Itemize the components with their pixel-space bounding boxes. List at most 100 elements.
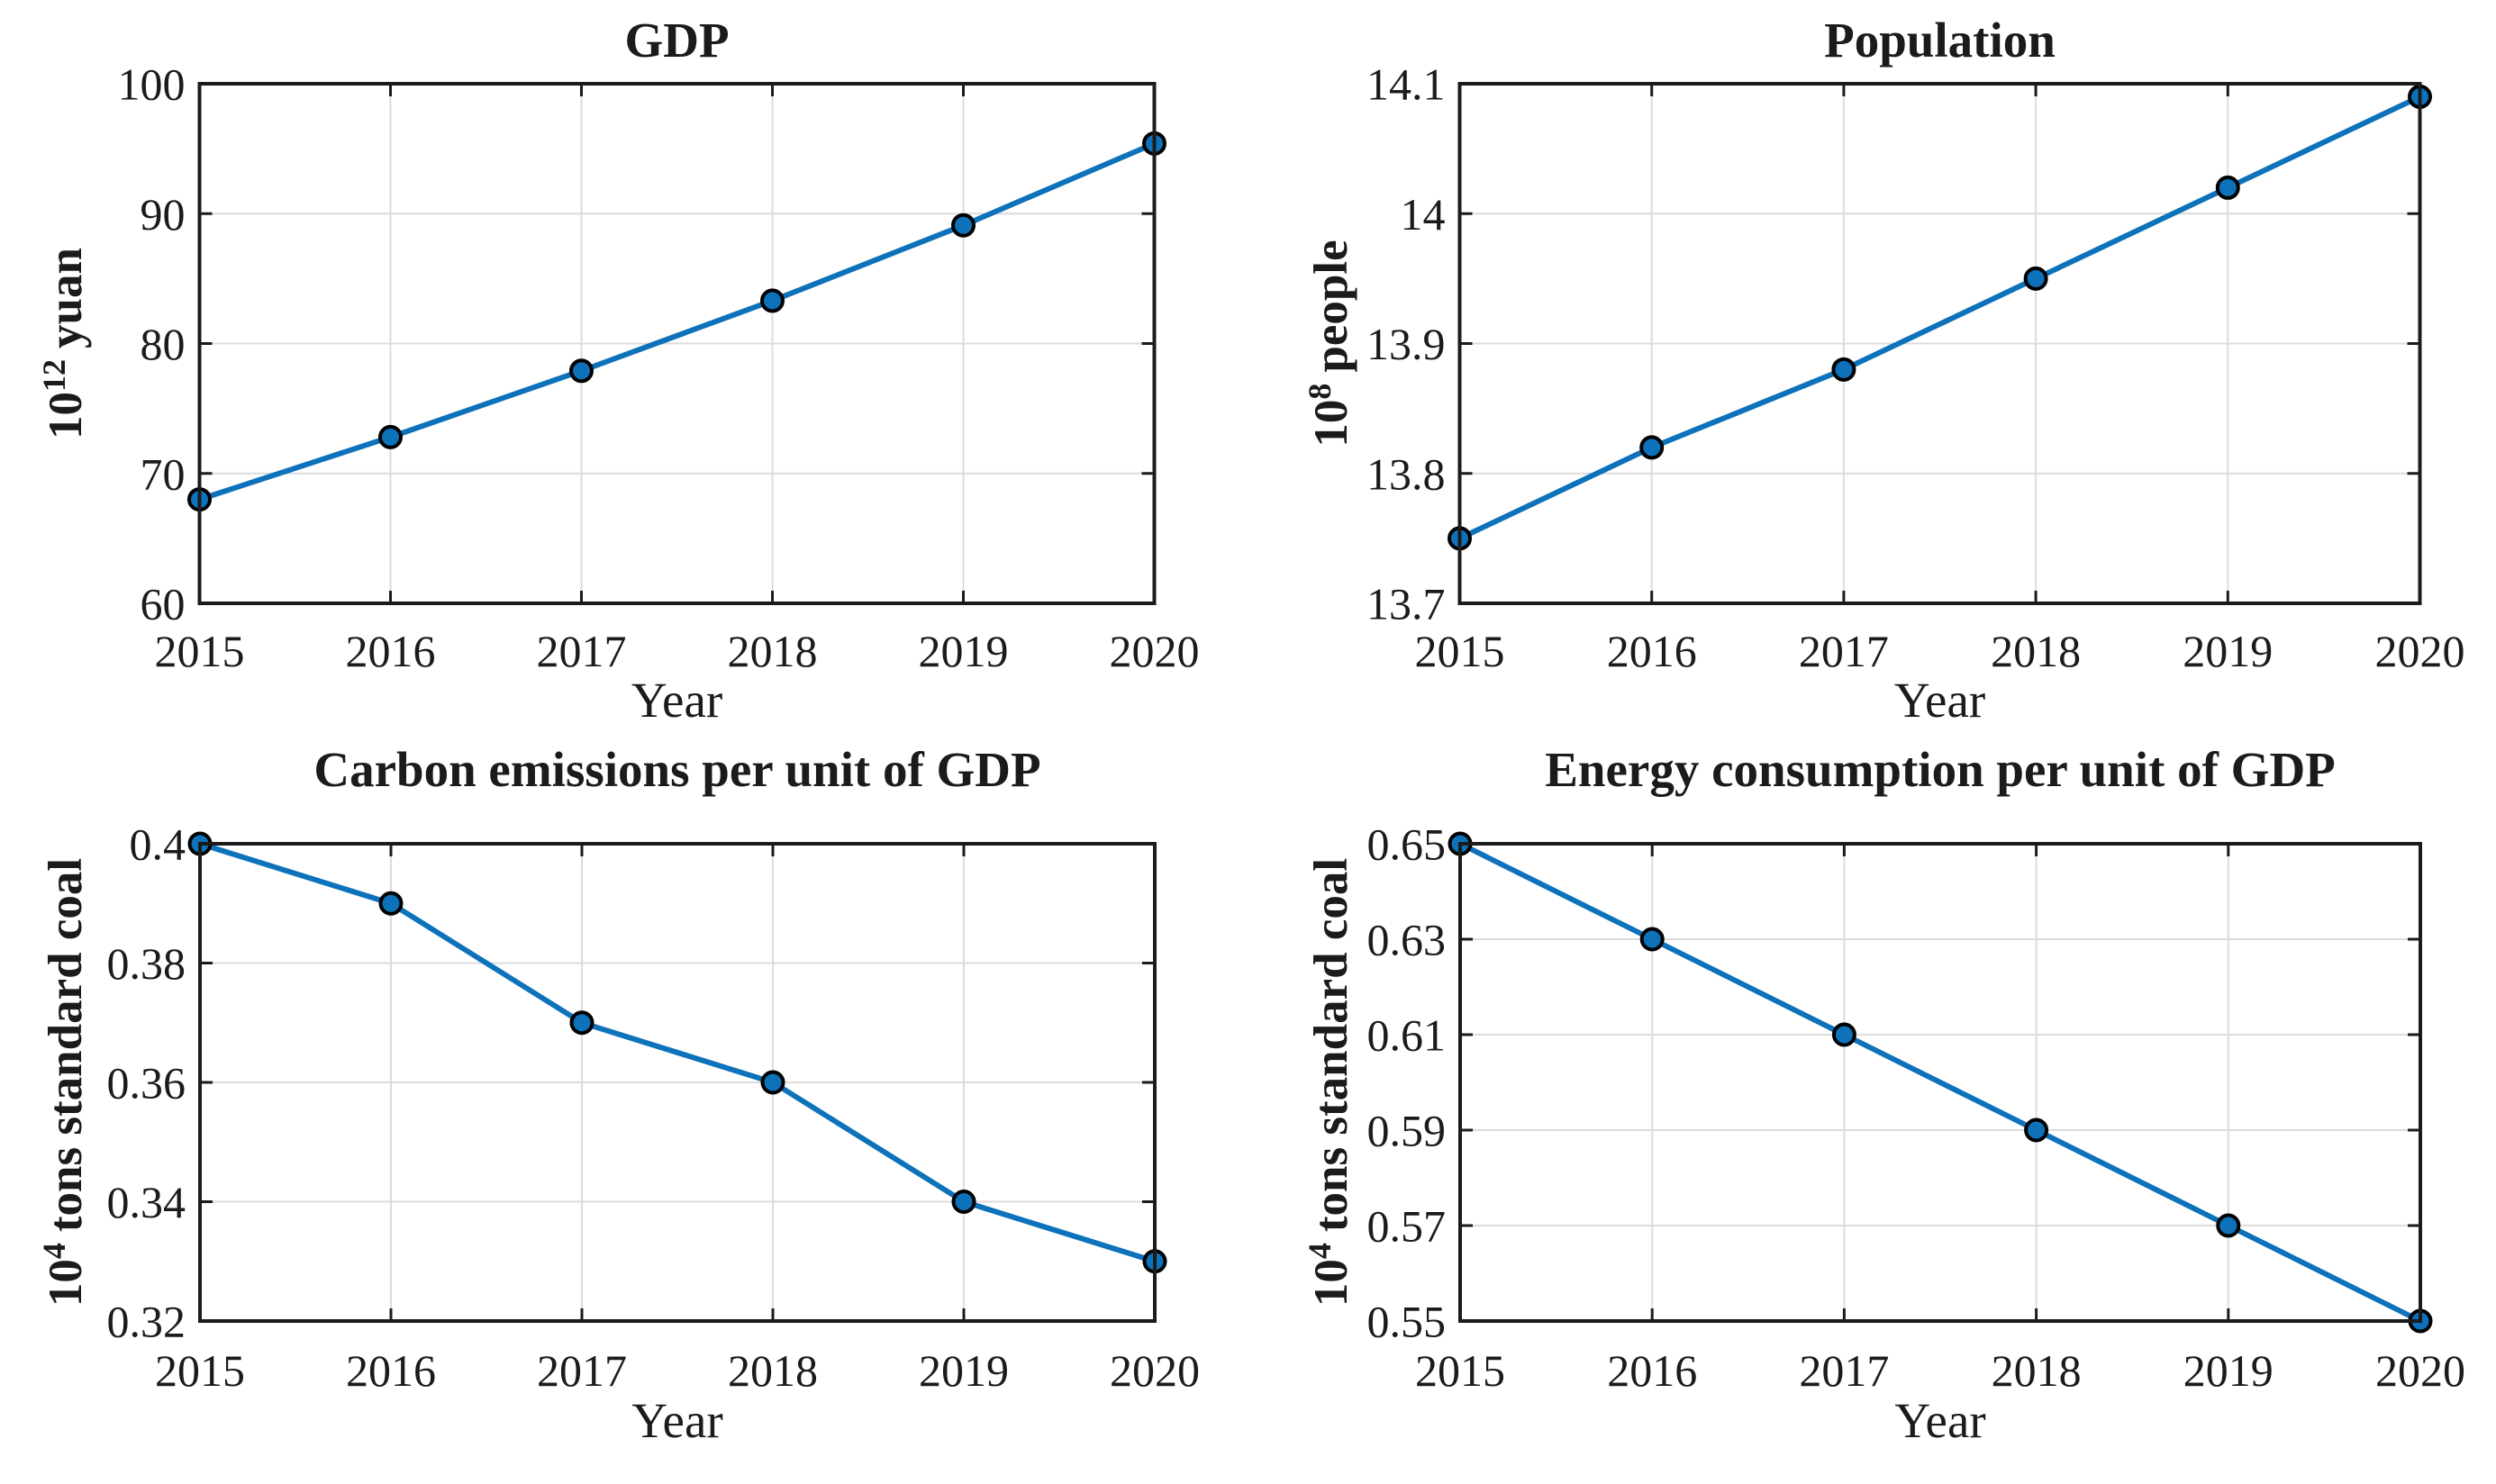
data-point [951, 213, 976, 238]
data-line [197, 841, 1157, 1264]
y-tick-label: 13.8 [1366, 448, 1446, 499]
y-axis-label-unit: yuan [40, 248, 92, 348]
y-axis-label-unit: tons standard coal [1305, 858, 1357, 1232]
y-tick-label: 13.9 [1366, 319, 1446, 369]
y-axis-label-unit: people [1305, 240, 1357, 372]
x-tick-label: 2019 [2183, 1345, 2274, 1396]
y-axis-label: 108 people [1302, 240, 1357, 447]
data-point [760, 288, 785, 313]
x-tick-label: 2020 [2375, 1345, 2465, 1396]
tick-labels: 2015 2016 2017 2018 2019 2020 60 70 80 90 100 [118, 59, 1200, 677]
x-tick-label: 2016 [346, 1345, 436, 1396]
data-point [1639, 435, 1665, 460]
x-tick-label: 2016 [1607, 1345, 1697, 1396]
x-tick-label: 2018 [728, 1345, 818, 1396]
data-point [1639, 927, 1665, 952]
y-axis-label-base: 10 [40, 392, 92, 439]
y-tick-label: 100 [118, 59, 186, 110]
y-tick-label: 0.61 [1367, 1010, 1447, 1061]
population-plot-area: 2015 2016 2017 2018 2019 2020 13.7 13.8 13.9 14 14… [1366, 59, 2465, 677]
x-tick-label: 2018 [728, 626, 818, 676]
y-axis-label-base: 10 [1305, 400, 1357, 448]
tick-labels: 2015 2016 2017 2018 2019 2020 13.7 13.8 13.9 14 14… [1366, 59, 2465, 677]
plot-box [1457, 82, 2422, 605]
tick-labels: 2015 2016 2017 2018 2019 2020 0.55 0.57 0.59 0.61… [1367, 819, 2466, 1397]
x-tick-label: 2020 [1110, 1345, 1200, 1396]
x-axis-label: Year [1894, 673, 1985, 728]
y-tick-label: 0.34 [107, 1177, 186, 1227]
y-tick-label: 0.63 [1367, 915, 1447, 965]
data-line [196, 140, 1157, 502]
data-point [760, 1070, 785, 1095]
plot-box [198, 842, 1157, 1323]
y-tick-label: 0.36 [107, 1058, 186, 1108]
tick-labels: 2015 2016 2017 2018 2019 2020 0.32 0.34 0.36 0.38… [107, 819, 1201, 1397]
x-tick-label: 2015 [155, 626, 245, 676]
x-tick-label: 2018 [1992, 1345, 2082, 1396]
y-tick-label: 0.55 [1367, 1297, 1447, 1347]
x-tick-label: 2015 [1415, 1345, 1505, 1396]
data-point [1831, 357, 1856, 382]
x-tick-label: 2020 [2375, 626, 2465, 676]
data-point [569, 358, 594, 384]
y-tick-label: 80 [141, 319, 186, 369]
plot-box [1458, 842, 2422, 1323]
x-axis-label: Year [631, 673, 722, 728]
y-tick-label: 0.65 [1367, 819, 1447, 870]
y-axis-label-base: 10 [40, 1259, 92, 1307]
gdp-plot-area: 2015 2016 2017 2018 2019 2020 60 70 80 90 100 [118, 59, 1200, 677]
grid-lines [199, 843, 1156, 1322]
x-tick-label: 2020 [1110, 626, 1200, 676]
data-point [951, 1190, 976, 1214]
carbon-intensity-plot-area: 2015 2016 2017 2018 2019 2020 0.32 0.34 0.36 0.38… [107, 819, 1201, 1397]
grid-lines [198, 83, 1156, 604]
data-point [2216, 1213, 2241, 1238]
y-axis-label: 1012 yuan [36, 248, 92, 439]
y-tick-label: 14.1 [1366, 59, 1446, 110]
data-point [1831, 1022, 1856, 1047]
y-axis-label: 104 tons standard coal [36, 858, 92, 1307]
y-axis-label-exponent: 8 [1302, 384, 1338, 400]
chart-energy-intensity: 2015 2016 2017 2018 2019 2020 0.55 0.57 0.59 0.61… [1248, 738, 2496, 1484]
x-tick-label: 2019 [2183, 626, 2273, 676]
x-axis-label: Year [631, 1393, 722, 1448]
y-tick-label: 0.4 [130, 819, 186, 870]
chart-population: 2015 2016 2017 2018 2019 2020 13.7 13.8 13.9 14 14… [1248, 0, 2496, 738]
x-tick-label: 2017 [537, 626, 627, 676]
chart-title: Carbon emissions per unit of GDP [313, 742, 1040, 797]
x-tick-label: 2019 [919, 1345, 1009, 1396]
data-line [1457, 841, 2423, 1324]
y-axis-label-unit: tons standard coal [40, 858, 92, 1232]
y-tick-label: 70 [141, 448, 186, 499]
y-tick-label: 90 [141, 189, 186, 240]
data-point [378, 891, 404, 916]
y-axis-label-exponent: 4 [36, 1243, 72, 1259]
y-tick-label: 14 [1401, 189, 1446, 240]
x-tick-label: 2018 [1991, 626, 2081, 676]
y-tick-label: 0.32 [107, 1297, 186, 1347]
y-tick-label: 13.7 [1366, 579, 1446, 629]
x-axis-label: Year [1894, 1393, 1985, 1448]
data-line [1457, 94, 2423, 541]
x-tick-label: 2015 [1415, 626, 1505, 676]
x-tick-label: 2017 [1799, 1345, 1889, 1396]
grid-lines [1458, 83, 2421, 604]
y-axis-label-exponent: 4 [1302, 1243, 1338, 1259]
data-point [2215, 175, 2240, 200]
y-tick-label: 0.59 [1367, 1106, 1447, 1156]
x-tick-label: 2016 [346, 626, 436, 676]
chart-title: Population [1824, 13, 2056, 68]
energy-intensity-plot-area: 2015 2016 2017 2018 2019 2020 0.55 0.57 0.59 0.61… [1367, 819, 2466, 1397]
chart-title: GDP [624, 13, 729, 68]
population-plot: 2015 2016 2017 2018 2019 2020 13.7 13.8 13.9 14 14… [1302, 13, 2465, 728]
x-tick-label: 2017 [1799, 626, 1889, 676]
x-tick-label: 2019 [919, 626, 1009, 676]
plot-box [197, 82, 1157, 605]
y-tick-label: 0.57 [1367, 1201, 1447, 1252]
y-tick-label: 0.38 [107, 938, 186, 989]
x-tick-label: 2017 [537, 1345, 627, 1396]
x-tick-label: 2015 [155, 1345, 245, 1396]
data-point [569, 1010, 595, 1036]
